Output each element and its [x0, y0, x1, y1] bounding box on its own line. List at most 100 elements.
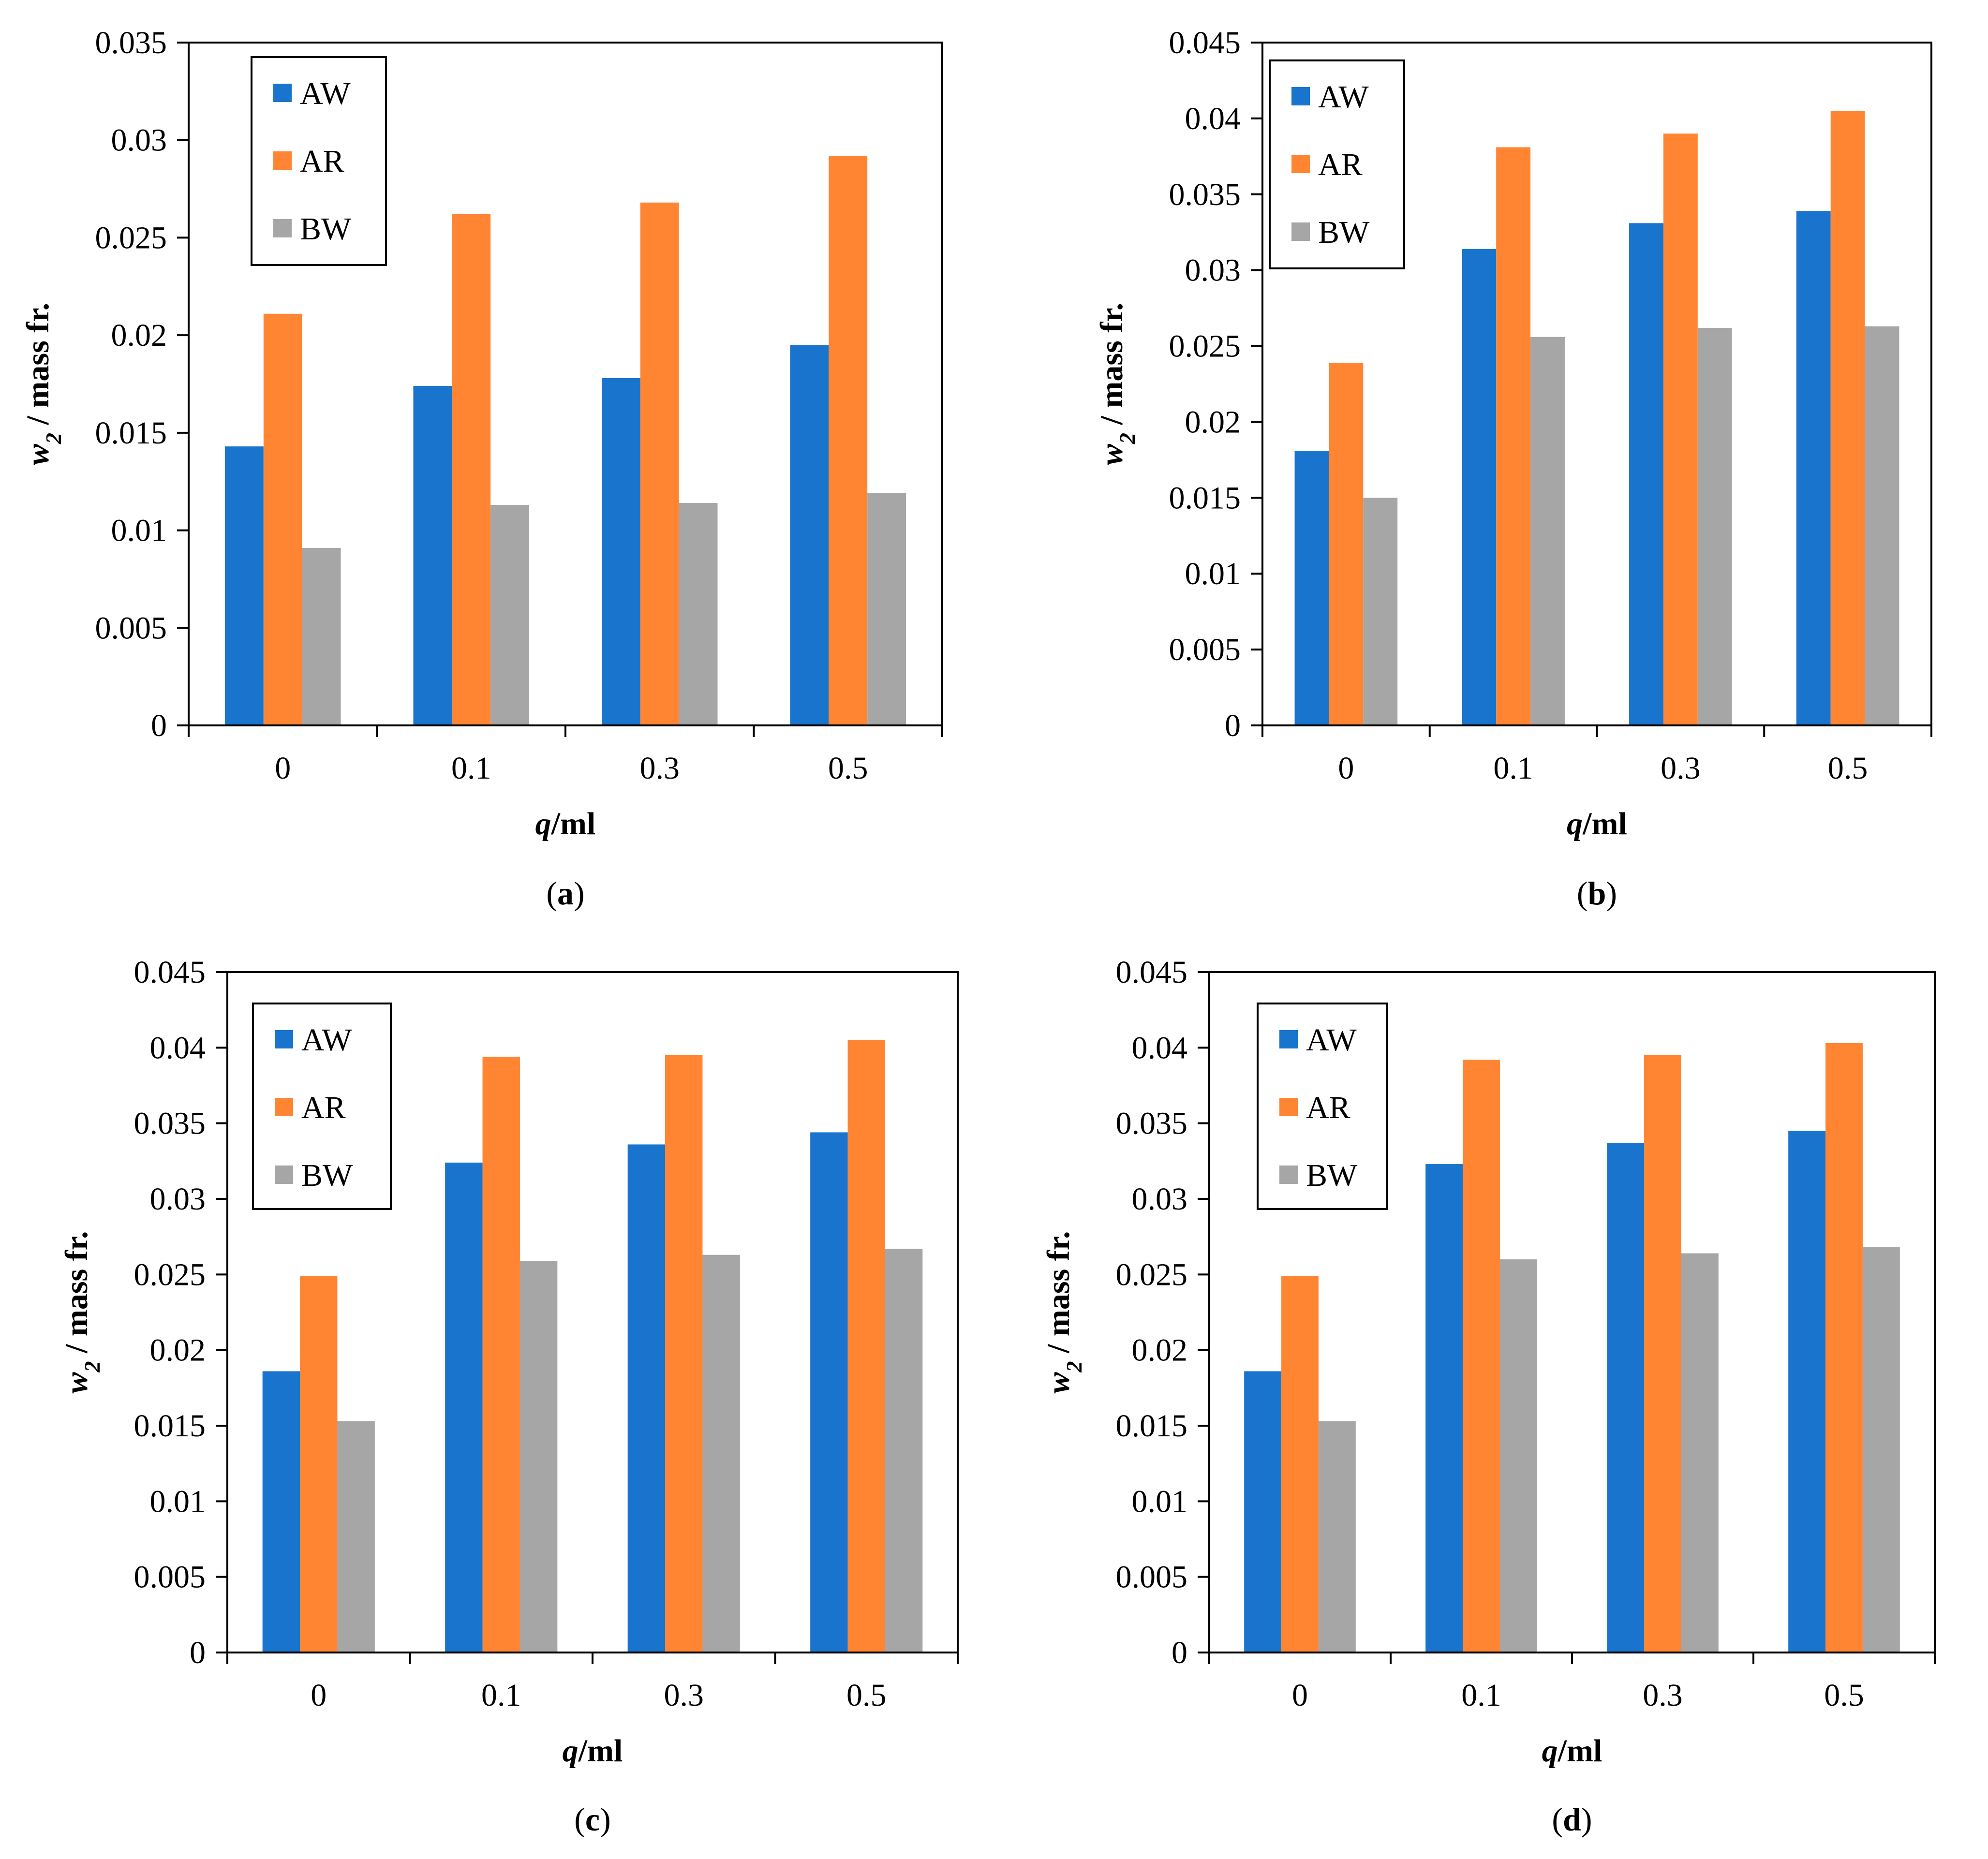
x-tick-label: 0.3 [664, 1678, 704, 1713]
x-axis-label: q/ml [563, 1733, 623, 1769]
y-tick-label: 0.015 [134, 1408, 206, 1444]
chart-panel-a: 0 0.005 0.01 0.015 0.02 0.025 0.03 0.035 0 0.1 0.3… [20, 25, 943, 912]
bar-ar-0.1 [452, 214, 491, 726]
y-tick-label: 0 [151, 708, 167, 743]
x-tick-label: 0.3 [1643, 1678, 1683, 1713]
x-tick-label: 0.5 [1824, 1678, 1864, 1713]
y-tick-label: 0.02 [150, 1333, 206, 1368]
y-tick-label: 0.045 [1116, 955, 1188, 990]
legend-swatch-bw [1291, 222, 1310, 241]
x-tick-label: 0 [1338, 751, 1354, 786]
y-tick-label: 0.015 [1169, 480, 1241, 516]
bar-aw-0 [224, 446, 264, 725]
bar-aw-0.3 [1607, 1143, 1645, 1652]
bar-bw-0.1 [519, 1261, 558, 1652]
bar-aw-0.5 [790, 345, 829, 725]
y-tick-label: 0.01 [1185, 556, 1241, 591]
y-tick-label: 0.005 [1169, 632, 1241, 667]
y-axis-label: w2 / mass fr. [20, 303, 66, 465]
legend: AW AR BW [1257, 1003, 1388, 1210]
legend-swatch-aw [1291, 87, 1310, 105]
y-tick-label: 0 [1225, 708, 1241, 743]
y-axis-label: w2 / mass fr. [1094, 303, 1140, 465]
bar-aw-0 [1244, 1371, 1282, 1652]
legend-label-bw: BW [301, 1158, 353, 1193]
y-tick-label: 0.02 [1132, 1333, 1188, 1368]
y-tick-label: 0.005 [134, 1560, 206, 1595]
y-tick-label: 0.04 [1185, 101, 1241, 136]
y-tick-label: 0.015 [95, 415, 167, 451]
y-tick-label: 0.035 [95, 25, 167, 60]
y-tick-label: 0.03 [111, 123, 167, 158]
legend-swatch-bw [1279, 1166, 1298, 1184]
legend-label-bw: BW [1318, 215, 1370, 250]
legend: AW AR BW [252, 1003, 392, 1210]
panel-label: (d) [1552, 1801, 1592, 1838]
bar-aw-0.5 [1788, 1131, 1826, 1652]
legend-label-ar: AR [300, 144, 344, 179]
bar-aw-0 [262, 1371, 300, 1652]
legend-label-aw: AW [301, 1022, 352, 1058]
legend: AW AR BW [1269, 59, 1405, 269]
y-tick-label: 0.025 [1116, 1257, 1188, 1292]
y-tick-label: 0.03 [1132, 1181, 1188, 1217]
bar-aw-0.3 [627, 1144, 666, 1652]
bar-bw-0.5 [867, 493, 906, 725]
bar-aw-0.1 [1462, 249, 1497, 725]
bar-bw-0.1 [490, 505, 530, 725]
bar-aw-0.3 [1629, 223, 1663, 726]
y-tick-label: 0.03 [1185, 253, 1241, 288]
y-tick-label: 0.035 [134, 1106, 206, 1141]
bar-aw-0.3 [601, 378, 640, 725]
bar-ar-0.1 [1463, 1060, 1500, 1652]
bar-ar-0.5 [1825, 1043, 1863, 1652]
x-tick-label: 0.1 [1493, 751, 1533, 786]
x-tick-label: 0.1 [481, 1678, 521, 1713]
y-tick-label: 0 [1172, 1635, 1187, 1670]
x-axis-label: q/ml [1542, 1733, 1602, 1769]
panel-label: (c) [574, 1801, 611, 1838]
chart-panel-c: 0 0.005 0.01 0.015 0.02 0.025 0.03 0.035 0.04 0.0… [59, 955, 959, 1838]
y-tick-label: 0 [190, 1635, 206, 1670]
y-tick-label: 0.035 [1116, 1106, 1188, 1141]
bar-aw-0.5 [810, 1132, 848, 1652]
y-tick-label: 0.04 [1132, 1030, 1188, 1065]
y-tick-label: 0.02 [1185, 404, 1241, 440]
bar-bw-0 [1363, 498, 1398, 725]
y-tick-label: 0.01 [111, 513, 167, 548]
x-axis-label: q/ml [535, 806, 596, 841]
legend-swatch-ar [1279, 1098, 1298, 1116]
legend-label-ar: AR [1318, 147, 1363, 182]
y-axis-label: w2 / mass fr. [59, 1231, 104, 1394]
bar-ar-0 [300, 1276, 338, 1652]
x-tick-label: 0.3 [640, 751, 680, 786]
bar-aw-0 [1294, 451, 1329, 725]
bar-ar-0.3 [665, 1055, 703, 1652]
y-tick-label: 0.045 [1169, 25, 1241, 60]
bar-bw-0.3 [1697, 327, 1732, 725]
legend-swatch-bw [275, 1166, 293, 1184]
legend-swatch-aw [273, 84, 292, 102]
y-tick-label: 0.025 [95, 220, 167, 255]
legend-label-aw: AW [300, 76, 351, 111]
bar-bw-0.1 [1499, 1259, 1537, 1652]
y-tick-label: 0.005 [95, 610, 167, 646]
legend: AW AR BW [251, 56, 387, 266]
y-tick-label: 0.01 [1132, 1484, 1188, 1519]
bar-bw-0.3 [679, 503, 718, 725]
legend-swatch-ar [273, 151, 292, 170]
bar-ar-0.3 [1644, 1055, 1681, 1652]
bar-ar-0.3 [1663, 133, 1698, 726]
bar-bw-0.3 [702, 1254, 740, 1652]
bar-ar-0 [1329, 363, 1364, 725]
legend-label-bw: BW [300, 211, 352, 247]
x-tick-label: 0.3 [1661, 751, 1701, 786]
x-axis-label: q/ml [1567, 806, 1627, 841]
bar-bw-0 [302, 547, 341, 725]
bar-bw-0 [1318, 1421, 1356, 1652]
y-tick-label: 0.04 [150, 1030, 206, 1065]
legend-swatch-bw [273, 219, 292, 237]
bar-ar-0.5 [829, 155, 868, 726]
bar-ar-0.1 [482, 1057, 520, 1652]
